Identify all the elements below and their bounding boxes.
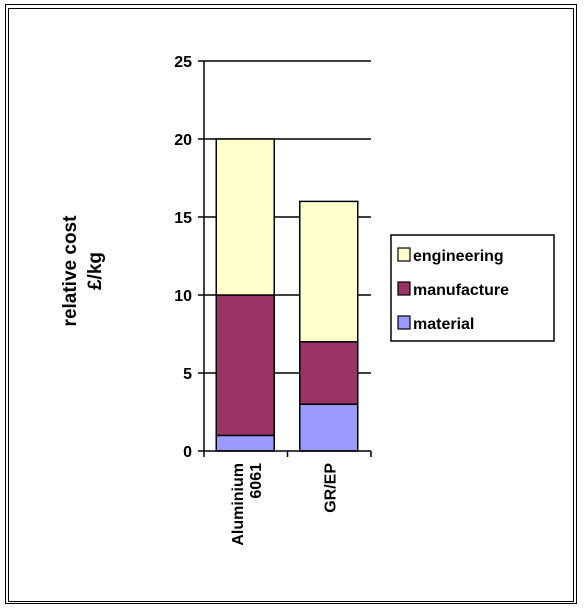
chart-inner-frame xyxy=(8,8,574,602)
bar-material xyxy=(299,403,359,452)
y-axis-title-line: relative cost xyxy=(60,215,81,327)
y-tick-label: 5 xyxy=(183,366,192,383)
bar-material xyxy=(215,434,275,452)
legend-label-manufacture: manufacture xyxy=(413,282,509,299)
axes xyxy=(198,60,372,457)
y-tick-label: 25 xyxy=(174,54,192,71)
legend-box xyxy=(390,234,555,342)
chart-outer-frame xyxy=(5,4,577,604)
legend-label-material: material xyxy=(413,316,474,333)
legend-swatch-engineering xyxy=(397,247,411,262)
y-tick-label: 10 xyxy=(174,288,192,305)
y-axis-title: relative cost £/kg xyxy=(60,215,106,327)
legend-swatch-manufacture xyxy=(397,281,411,296)
y-tick-label: 0 xyxy=(183,444,192,461)
x-tick-label-line: GR/EP xyxy=(322,463,339,513)
bars xyxy=(215,138,359,452)
y-tick-label: 20 xyxy=(174,132,192,149)
x-tick-label-line: 6061 xyxy=(248,463,265,499)
y-tick-label: 15 xyxy=(174,210,192,227)
x-tick-label: GR/EP xyxy=(322,463,339,513)
y-axis-title-line: £/kg xyxy=(85,252,106,290)
x-tick-labels: Aluminium 6061 GR/EP xyxy=(230,463,340,546)
bar-engineering xyxy=(215,138,275,296)
bar-manufacture xyxy=(299,341,359,405)
y-tick-labels: 0 5 10 15 20 25 xyxy=(174,54,192,461)
x-tick-label-line: Aluminium xyxy=(230,463,247,546)
x-tick-label: Aluminium 6061 xyxy=(230,463,265,546)
bar-manufacture xyxy=(215,294,275,437)
legend-swatch-material xyxy=(397,315,411,330)
legend-label-engineering: engineering xyxy=(413,248,504,265)
bar-engineering xyxy=(299,200,359,343)
legend: engineering manufacture material xyxy=(390,234,555,342)
